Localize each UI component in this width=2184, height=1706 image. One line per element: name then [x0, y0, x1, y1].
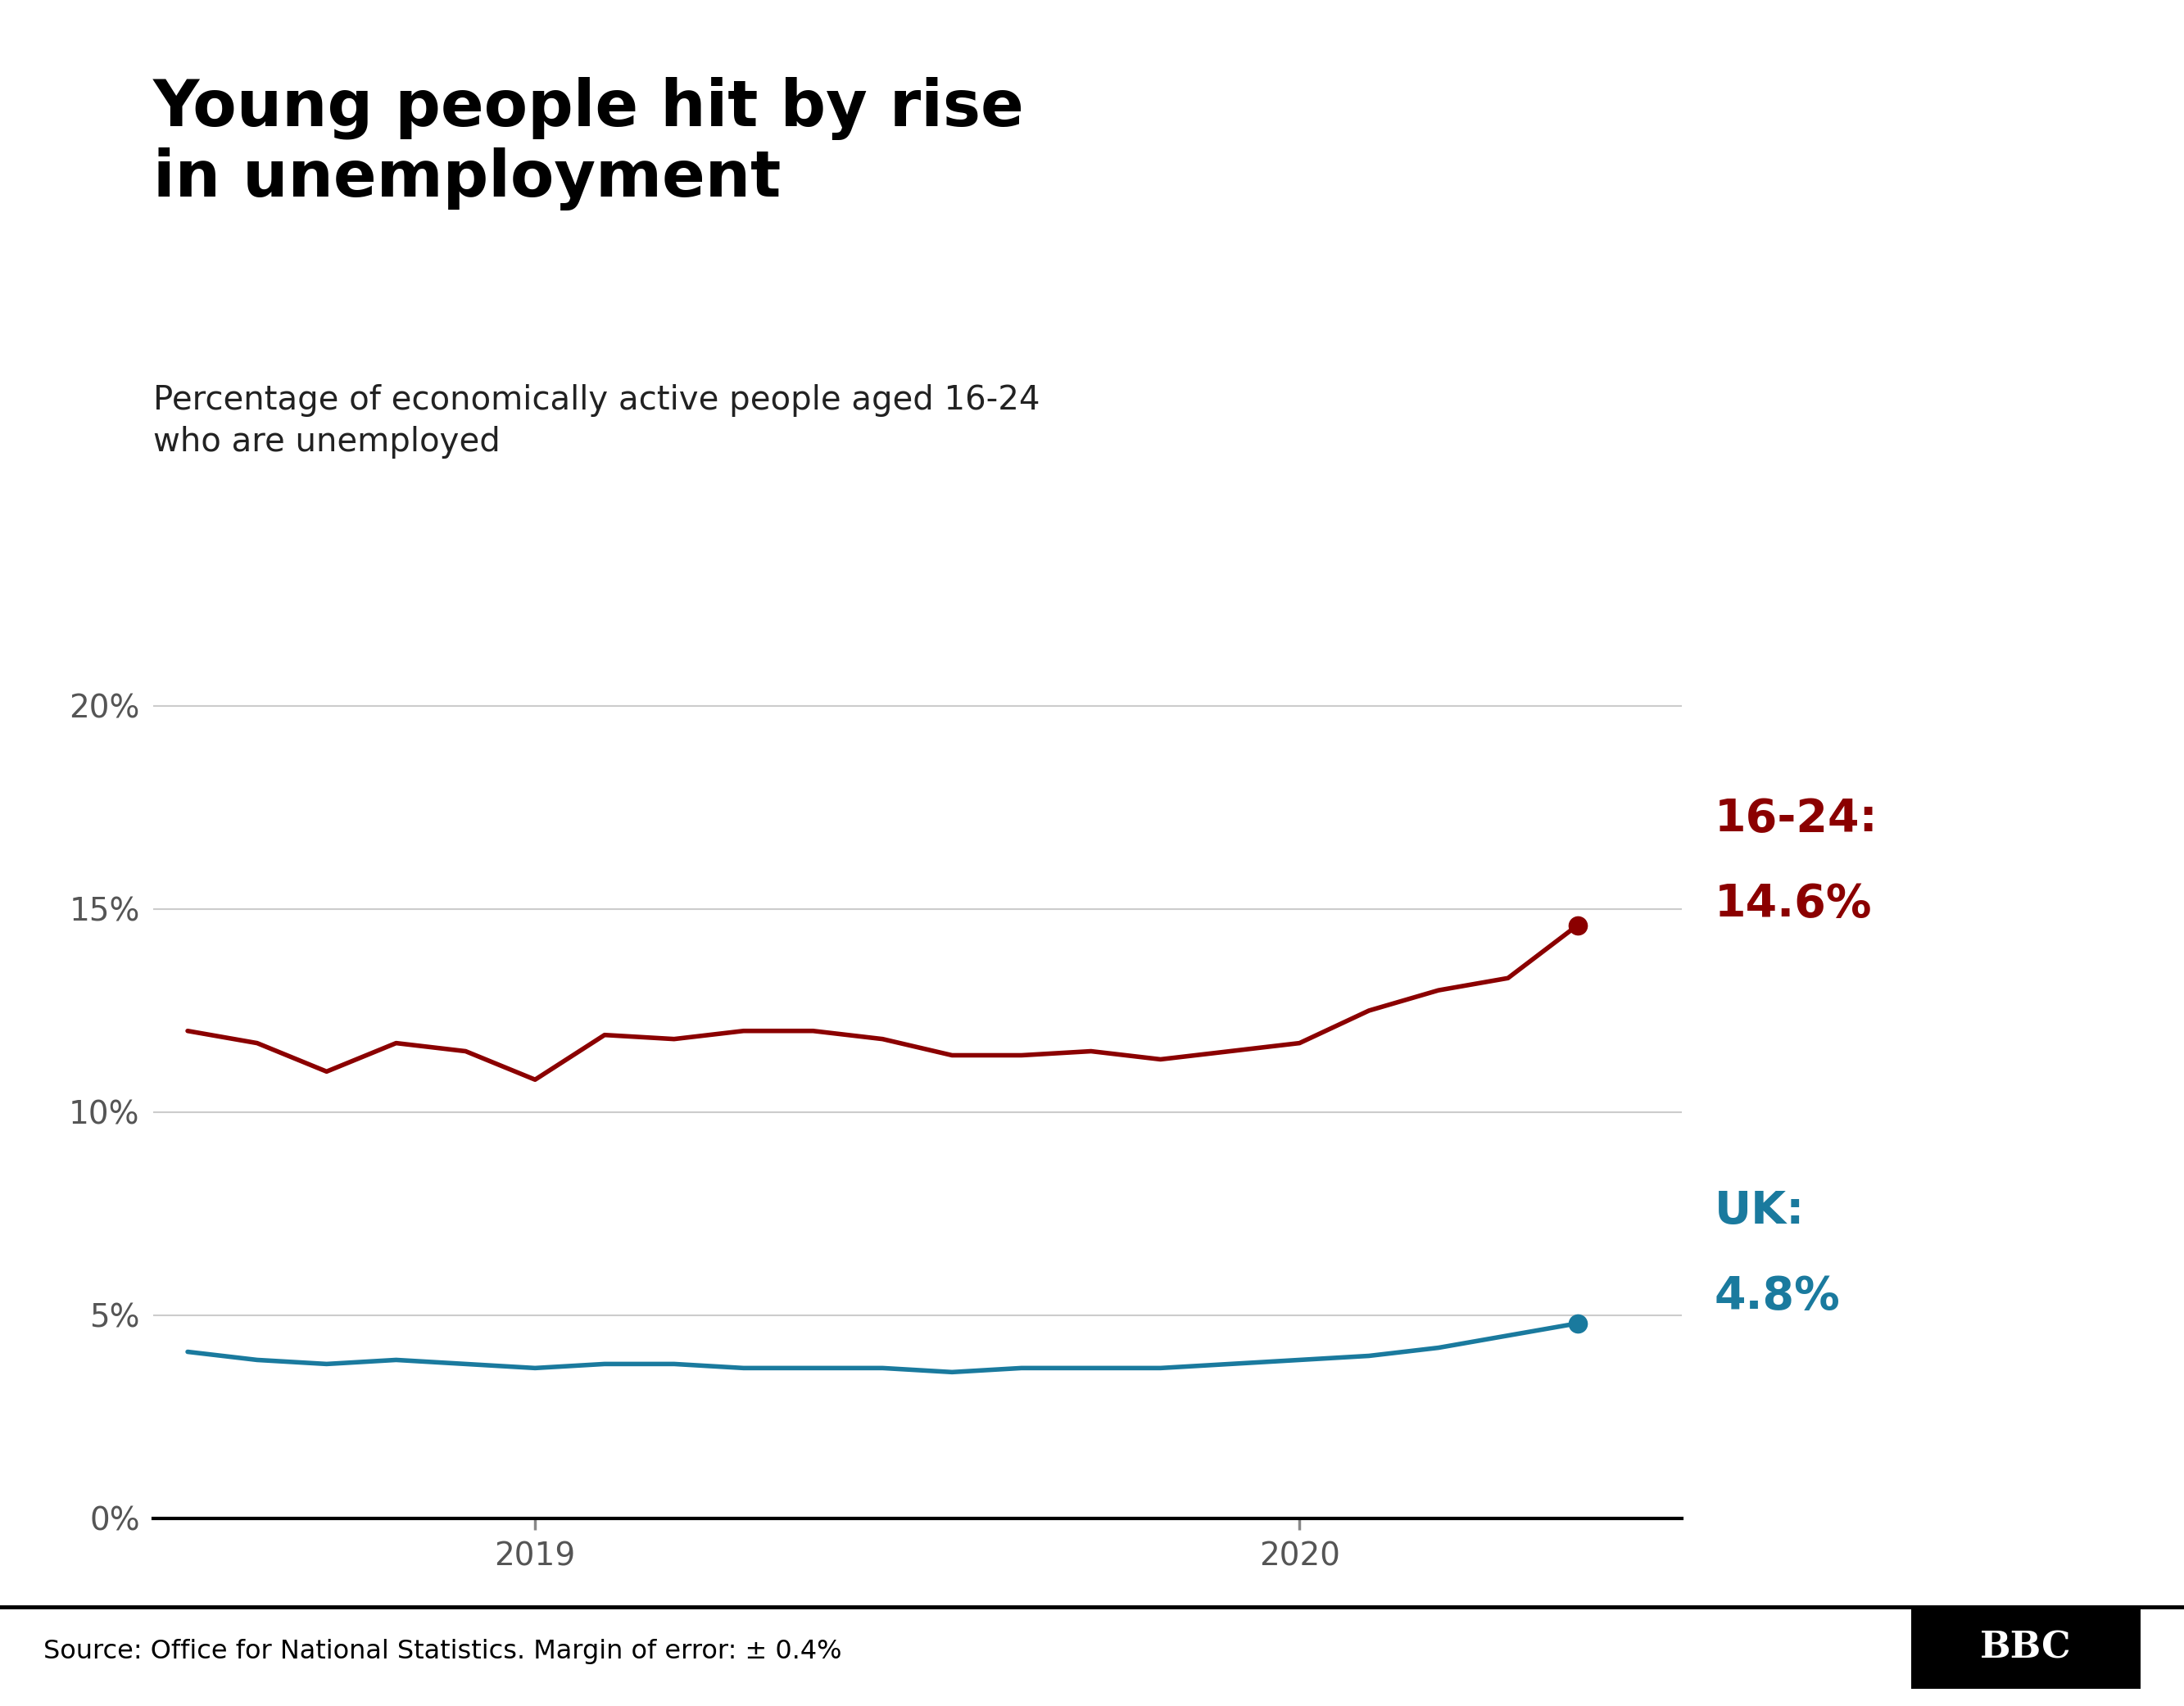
Text: Percentage of economically active people aged 16-24
who are unemployed: Percentage of economically active people… [153, 384, 1040, 459]
Text: 16-24:: 16-24: [1714, 797, 1878, 841]
Text: 14.6%: 14.6% [1714, 882, 1872, 926]
Text: Young people hit by rise
in unemployment: Young people hit by rise in unemployment [153, 77, 1024, 210]
Text: UK:: UK: [1714, 1189, 1804, 1233]
Text: BBC: BBC [1981, 1631, 2070, 1665]
Text: Source: Office for National Statistics. Margin of error: ± 0.4%: Source: Office for National Statistics. … [44, 1639, 843, 1663]
Text: 4.8%: 4.8% [1714, 1274, 1841, 1319]
